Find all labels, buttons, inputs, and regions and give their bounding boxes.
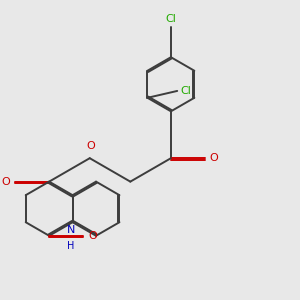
Text: O: O bbox=[210, 153, 219, 163]
Text: Cl: Cl bbox=[180, 86, 191, 96]
Text: H: H bbox=[67, 241, 75, 250]
Text: O: O bbox=[86, 141, 95, 151]
Text: N: N bbox=[67, 225, 75, 235]
Text: O: O bbox=[88, 231, 97, 241]
Text: O: O bbox=[2, 177, 10, 187]
Text: Cl: Cl bbox=[166, 14, 176, 24]
